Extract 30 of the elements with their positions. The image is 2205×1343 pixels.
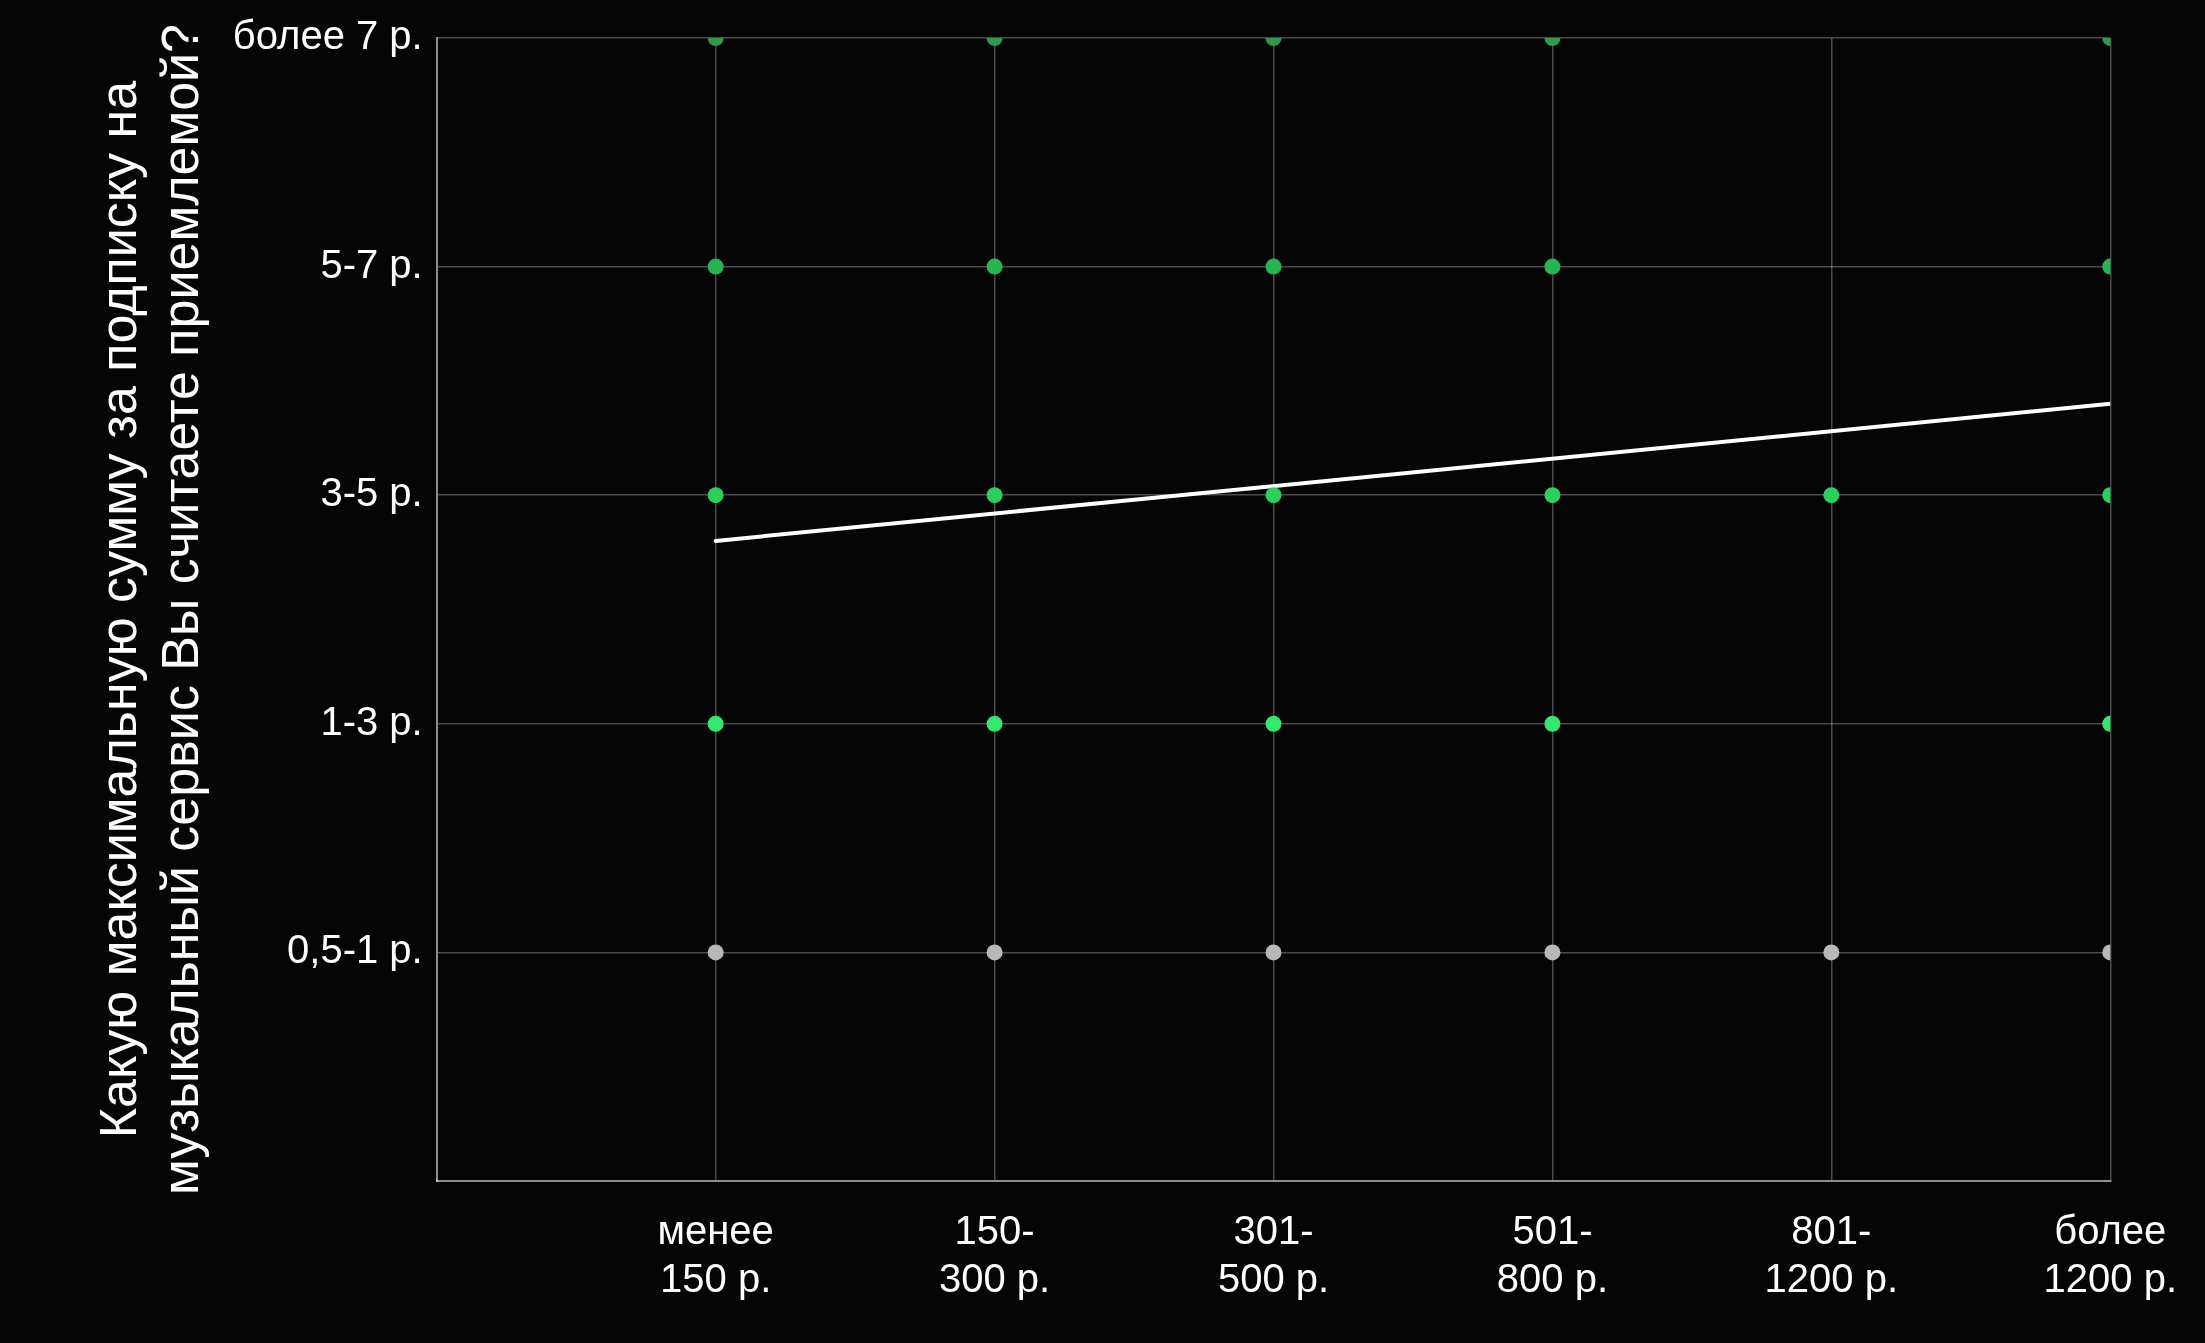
point [1265, 715, 1282, 732]
point [707, 715, 724, 732]
x-tick-label: 301-500 р. [1217, 1208, 1330, 1301]
point [1544, 715, 1561, 732]
point [986, 944, 1003, 961]
x-tick-label: более 1200 р. [2043, 1208, 2178, 1301]
point [986, 487, 1003, 504]
y-axis-title: Какую максимальную сумму за подписку на музыкальный сервис Вы считаете приемлемой? [88, 23, 209, 1196]
x-tick-label: 801-1200 р. [1764, 1208, 1899, 1301]
point [707, 487, 724, 504]
point [1823, 944, 1840, 961]
point [1544, 944, 1561, 961]
category-label: более 7 р. [232, 13, 423, 58]
point [707, 258, 724, 275]
category-label: 3-5 р. [320, 470, 423, 515]
point [1265, 487, 1282, 504]
point [1265, 944, 1282, 961]
category-label: 1-3 р. [320, 698, 423, 743]
x-tick-label: 150-300 р. [938, 1208, 1051, 1301]
point [986, 258, 1003, 275]
point [986, 715, 1003, 732]
category-label: 0,5-1 р. [287, 927, 423, 972]
point [1265, 258, 1282, 275]
point [1544, 258, 1561, 275]
point [707, 944, 724, 961]
point [1823, 487, 1840, 504]
category-label: 5-7 р. [320, 241, 423, 286]
x-tick-label: 501-800 р. [1496, 1208, 1609, 1301]
point [1544, 487, 1561, 504]
x-tick-label: менее 150 р. [657, 1208, 774, 1301]
